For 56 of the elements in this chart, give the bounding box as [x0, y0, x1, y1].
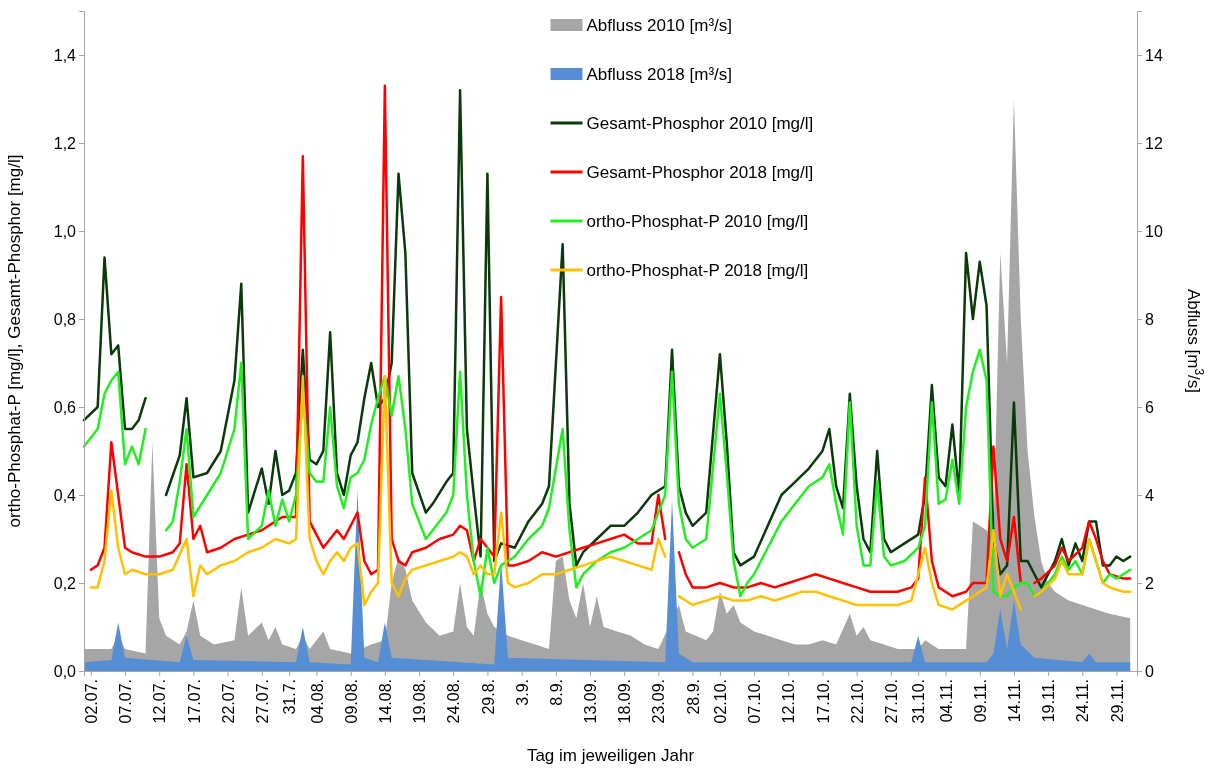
x-tick-label: 14.11.: [1006, 679, 1024, 723]
x-tick-label: 17.07.: [185, 679, 203, 724]
legend-label: Gesamt-Phosphor 2010 [mg/l]: [586, 113, 814, 133]
x-tick-label: 24.11.: [1074, 679, 1092, 723]
y-tick-label: 0,6: [53, 398, 77, 416]
legend-label: ortho-Phosphat-P 2018 [mg/l]: [586, 260, 809, 280]
x-tick-label: 19.11.: [1040, 679, 1058, 723]
x-tick-label: 22.10.: [848, 679, 866, 724]
y-axis-title: ortho-Phosphat-P [mg/l], Gesamt-Phosphor [mg/l]: [5, 154, 24, 528]
x-tick-label: 14.08.: [376, 679, 394, 724]
x-tick-label: 12.07.: [151, 679, 169, 724]
x-tick-label: 18.09.: [616, 679, 634, 724]
x-tick-label: 31.7.: [281, 679, 299, 715]
x-tick-label: 04.08.: [308, 679, 326, 724]
y2-tick-label: 12: [1145, 134, 1163, 152]
x-tick-label: 23.09.: [650, 679, 668, 724]
y-tick-label: 0,8: [53, 310, 77, 328]
legend-label: Abfluss 2010 [m³/s]: [586, 15, 733, 35]
legend-label: Gesamt-Phosphor 2018 [mg/l]: [586, 162, 814, 182]
x-tick-label: 29.8.: [479, 679, 497, 715]
x-tick-label: 07.10.: [746, 679, 764, 724]
y2-tick-label: 14: [1145, 46, 1163, 64]
x-tick-label: 09.08.: [342, 679, 360, 724]
x-tick-label: 02.07.: [82, 679, 100, 724]
y-tick-label: 0,0: [53, 662, 77, 680]
legend-label: ortho-Phosphat-P 2010 [mg/l]: [586, 211, 809, 231]
y2-tick-label: 10: [1145, 222, 1163, 240]
x-tick-label: 27.07.: [253, 679, 271, 724]
x-tick-label: 02.10.: [712, 679, 729, 724]
y2-tick-label: 2: [1145, 574, 1154, 592]
x-tick-label: 12.10.: [780, 679, 798, 724]
y2-tick-label: 4: [1145, 486, 1154, 504]
x-tick-label: 29.11.: [1108, 679, 1126, 723]
x-tick-label: 22.07.: [219, 679, 237, 724]
y-tick-label: 1,0: [53, 222, 77, 240]
x-tick-label: 24.08.: [445, 679, 463, 724]
y-tick-label: 1,2: [53, 134, 77, 152]
x-axis-title: Tag im jeweiligen Jahr: [526, 746, 695, 765]
y-tick-label: 0,4: [53, 486, 77, 504]
y-tick-label: 0,2: [53, 574, 77, 592]
x-tick-label: 09.11.: [971, 679, 989, 723]
y2-tick-label: 8: [1145, 310, 1154, 328]
y2-tick-label: 6: [1145, 398, 1154, 416]
x-tick-label: 17.10.: [814, 679, 832, 724]
x-tick-label: 19.08.: [411, 679, 429, 724]
x-tick-label: 31.10.: [910, 679, 928, 724]
x-tick-label: 8.9.: [547, 679, 565, 706]
x-tick-label: 04.11.: [937, 679, 955, 723]
x-tick-label: 27.10.: [882, 679, 900, 724]
legend-label: Abfluss 2018 [m³/s]: [586, 64, 733, 84]
y2-tick-label: 0: [1145, 662, 1154, 680]
x-tick-label: 13.09.: [582, 679, 600, 724]
x-tick-label: 28.9.: [684, 679, 702, 715]
y-tick-label: 1,4: [53, 46, 77, 64]
x-tick-label: 3.9.: [513, 679, 531, 706]
x-tick-label: 07.07.: [117, 679, 135, 724]
